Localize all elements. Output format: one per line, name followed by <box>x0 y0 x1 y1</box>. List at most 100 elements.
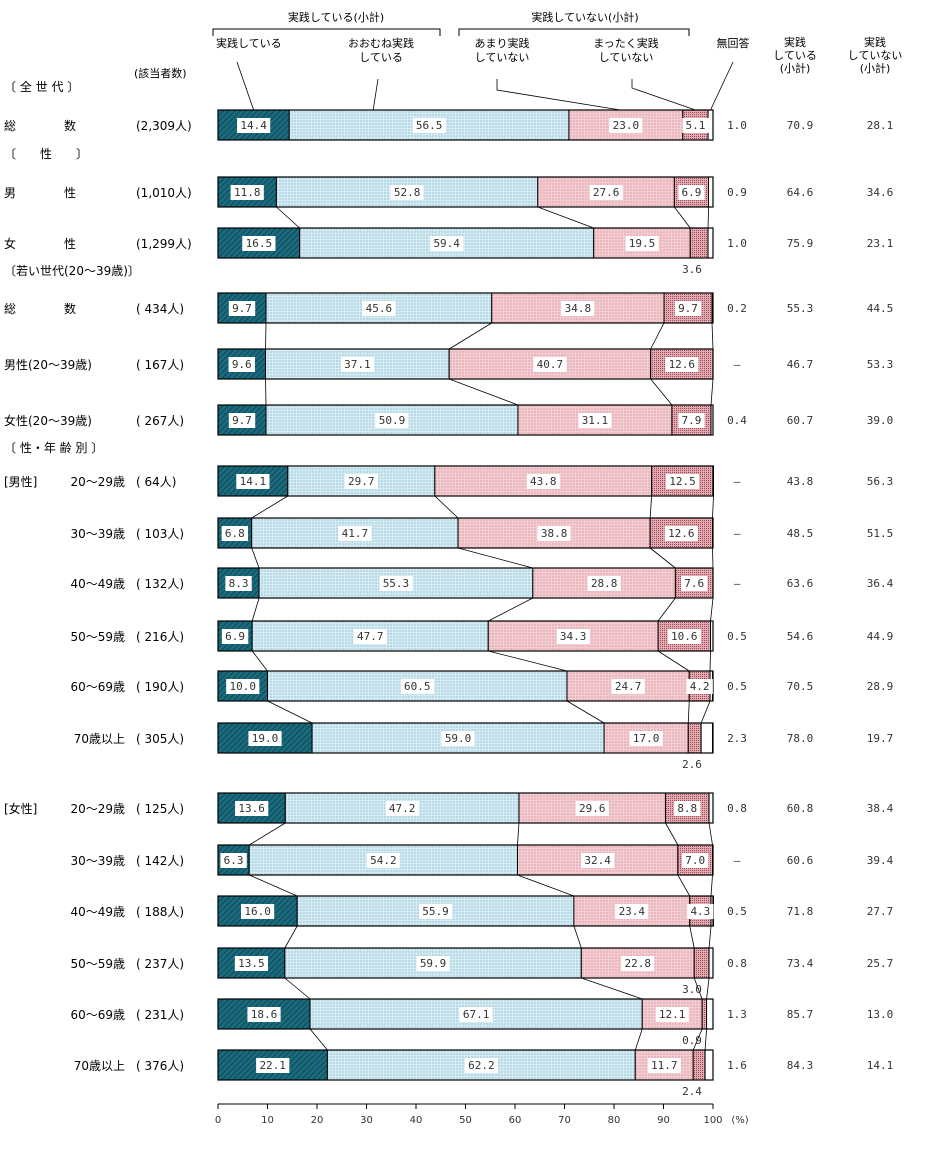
noanswer-label-14: 0.5 <box>727 905 747 918</box>
legend-pointer-practice <box>237 62 254 110</box>
value-label-16-1: 67.1 <box>463 1008 490 1021</box>
noanswer-label-6: – <box>734 475 741 488</box>
row-label-1: 男 性 <box>4 186 76 200</box>
value-label-1-1: 52.8 <box>394 186 421 199</box>
subtotal-no-4: 53.3 <box>867 358 894 371</box>
connector-13-3 <box>678 875 690 896</box>
subtotal-yes-2: 75.9 <box>787 237 814 250</box>
noanswer-label-4: – <box>734 358 741 371</box>
connector-16-4 <box>705 1029 706 1050</box>
row-count-14: ( 188人) <box>136 905 184 919</box>
connector-15-1 <box>285 978 310 999</box>
value-label-5-1: 50.9 <box>379 414 406 427</box>
noanswer-label-1: 0.9 <box>727 186 747 199</box>
value-label-6-0: 14.1 <box>240 475 267 488</box>
subtotal-no-17: 14.1 <box>867 1059 894 1072</box>
x-tick-label-4: 40 <box>410 1115 423 1126</box>
connector-6-1 <box>252 496 288 518</box>
legend-label-hardly-line-1: していない <box>475 51 530 64</box>
section-label-1: 〔 性 〕 <box>4 147 88 161</box>
value-label-2-0: 16.5 <box>246 237 273 250</box>
bar-segment-16-4 <box>707 999 713 1029</box>
row-label-14: 40～49歳 <box>70 905 125 919</box>
value-label-10-1: 60.5 <box>404 680 431 693</box>
value-label-13-1: 54.2 <box>370 854 397 867</box>
connector-15-4 <box>707 978 709 999</box>
x-axis-unit: (%) <box>731 1115 748 1126</box>
section-label-0: 〔 全 世 代 〕 <box>4 79 79 94</box>
value-label-9-3: 10.6 <box>671 630 698 643</box>
legend-label-none-line-1: していない <box>599 51 654 64</box>
value-label-0-3: 5.1 <box>685 119 705 132</box>
connector-14-1 <box>285 926 297 948</box>
legend-label-hardly-line-0: あまり実践 <box>475 36 530 50</box>
value-label-1-3: 6.9 <box>682 186 702 199</box>
group-header-not: 実践していない(小計) <box>531 10 638 24</box>
value-label-16-2: 12.1 <box>659 1008 686 1021</box>
x-tick-label-8: 80 <box>608 1115 621 1126</box>
value-label-9-2: 34.3 <box>560 630 587 643</box>
noanswer-label-10: 0.5 <box>727 680 747 693</box>
value-label-9-0: 6.9 <box>225 630 245 643</box>
row-count-17: ( 376人) <box>136 1059 184 1073</box>
row-count-4: ( 167人) <box>136 358 184 372</box>
value-label-4-0: 9.6 <box>232 358 252 371</box>
subtotal-yes-10: 70.5 <box>787 680 814 693</box>
noanswer-label-13: – <box>734 854 741 867</box>
connector-3-4 <box>712 323 713 349</box>
value-label-17-1: 62.2 <box>468 1059 495 1072</box>
connector-6-2 <box>435 496 458 518</box>
x-tick-label-0: 0 <box>215 1115 221 1126</box>
row-label-13: 30～39歳 <box>70 854 125 868</box>
subtotal-yes-16: 85.7 <box>787 1008 814 1021</box>
connector-16-2 <box>635 1029 642 1050</box>
subtotal-no-13: 39.4 <box>867 854 894 867</box>
connector-14-3 <box>690 926 694 948</box>
connector-15-2 <box>581 978 642 999</box>
value-label-5-3: 7.9 <box>682 414 702 427</box>
connector-7-2 <box>458 548 533 568</box>
col-header-sub-no-line-1: していない <box>848 49 903 62</box>
subtotal-no-9: 44.9 <box>867 630 894 643</box>
bar-segment-0-4 <box>708 110 713 140</box>
value-label-15-2: 22.8 <box>625 957 652 970</box>
subtotal-yes-4: 46.7 <box>787 358 814 371</box>
x-tick-label-7: 70 <box>558 1115 571 1126</box>
connector-13-1 <box>249 875 297 896</box>
value-label-6-2: 43.8 <box>530 475 557 488</box>
connector-3-3 <box>651 323 664 349</box>
value-label-0-1: 56.5 <box>416 119 443 132</box>
connector-14-4 <box>709 926 711 948</box>
connector-9-2 <box>488 651 567 671</box>
value-label-2-1: 59.4 <box>433 237 460 250</box>
value-label-11-0: 19.0 <box>252 732 279 745</box>
group-bracket-not <box>459 29 689 36</box>
value-label-13-0: 6.3 <box>224 854 244 867</box>
row-count-16: ( 231人) <box>136 1008 184 1022</box>
x-tick-label-3: 30 <box>360 1115 373 1126</box>
col-header-sub-no-line-0: 実践 <box>864 35 886 49</box>
row-count-15: ( 237人) <box>136 957 184 971</box>
legend-label-none-line-0: まったく実践 <box>593 36 659 50</box>
noanswer-label-8: – <box>734 577 741 590</box>
value-label-13-3: 7.0 <box>685 854 705 867</box>
value-label-9-1: 47.7 <box>357 630 384 643</box>
bar-segment-2-4 <box>708 228 713 258</box>
value-label-17-0: 22.1 <box>259 1059 286 1072</box>
row-count-10: ( 190人) <box>136 680 184 694</box>
value-label-5-2: 31.1 <box>582 414 609 427</box>
subtotal-no-12: 38.4 <box>867 802 894 815</box>
value-label-0-2: 23.0 <box>613 119 640 132</box>
subtotal-yes-13: 60.6 <box>787 854 814 867</box>
legend-label-mostly-line-0: おおむね実践 <box>348 36 414 50</box>
value-label-13-2: 32.4 <box>584 854 611 867</box>
row-label-0: 総 数 <box>4 118 76 133</box>
connector-9-3 <box>658 651 689 671</box>
value-label-15-1: 59.9 <box>420 957 447 970</box>
connector-8-2 <box>488 598 533 621</box>
value-label-14-1: 55.9 <box>422 905 449 918</box>
value-label-10-2: 24.7 <box>615 680 642 693</box>
row-count-5: ( 267人) <box>136 414 184 428</box>
row-count-3: ( 434人) <box>136 302 184 316</box>
value-label-4-2: 40.7 <box>537 358 564 371</box>
